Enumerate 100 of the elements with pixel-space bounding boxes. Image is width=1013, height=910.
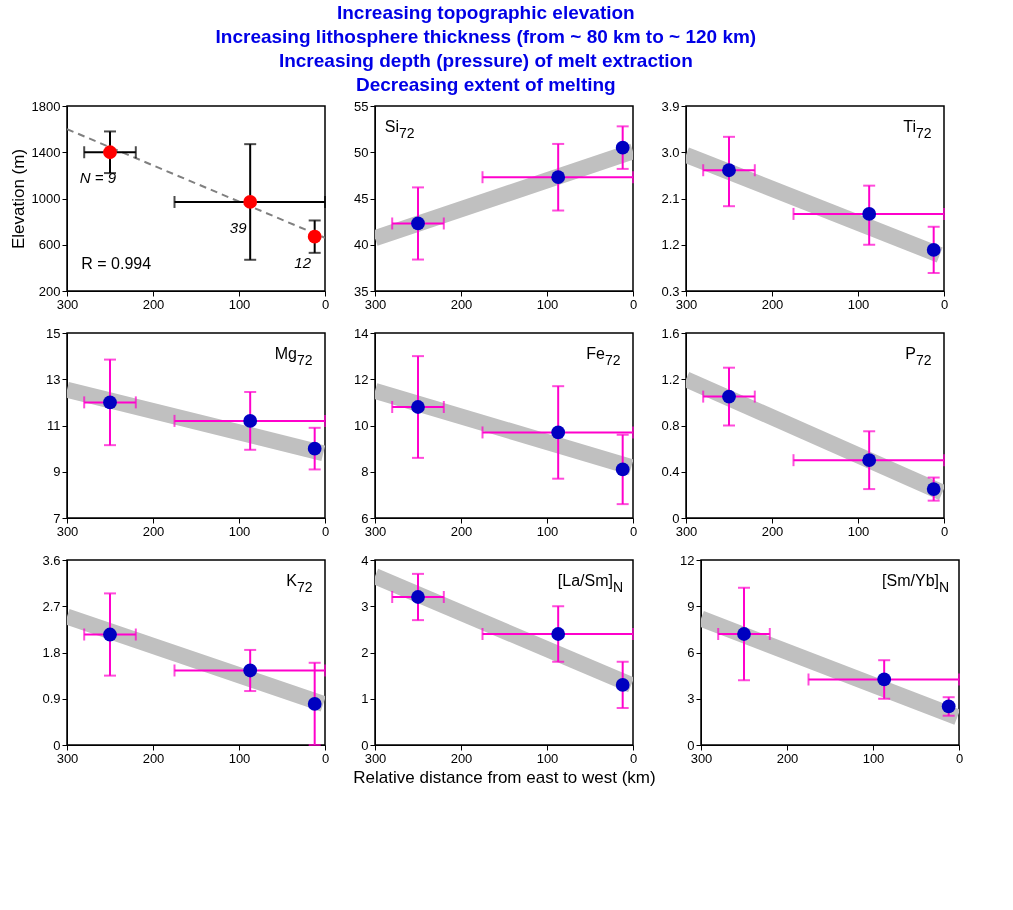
x-tick-label: 100 <box>536 523 559 539</box>
point <box>411 400 425 414</box>
y-tick-label: 1.8 <box>42 645 61 660</box>
x-tick-label: 0 <box>321 750 330 766</box>
x-tick-label: 200 <box>142 296 165 312</box>
y-tick-label: 0 <box>687 737 695 753</box>
point <box>243 663 258 678</box>
y-tick-label: 1.2 <box>661 371 680 387</box>
y-tick-label: 9 <box>687 598 695 614</box>
x-tick-label: 200 <box>761 523 784 539</box>
y-tick-label: 0 <box>361 737 369 753</box>
point <box>926 482 941 496</box>
point <box>103 395 117 410</box>
y-tick-label: 1400 <box>31 144 61 160</box>
point <box>551 627 566 641</box>
y-tick-label: 50 <box>354 144 369 160</box>
y-tick-label: 40 <box>354 237 369 253</box>
point <box>551 425 566 440</box>
x-tick-label: 300 <box>690 750 713 766</box>
point <box>307 229 322 244</box>
point <box>877 672 892 687</box>
x-tick-label: 100 <box>847 296 870 312</box>
point <box>722 163 736 178</box>
text: Increasing topographic elevation Increasing lithosphere thickness (from ~ 80 km to ~ 120 km) Increasing depth (pressure) of melt extraction Decreasing extent of melting <box>215 2 757 96</box>
x-tick-label: 200 <box>142 750 165 766</box>
y-tick-label: 3 <box>361 598 369 614</box>
y-tick-label: 35 <box>354 283 369 299</box>
y-tick-label: 0.4 <box>661 464 680 480</box>
x-tick-label: 100 <box>536 296 559 312</box>
x-tick-label: 200 <box>776 750 799 766</box>
point <box>307 697 322 711</box>
x-tick-label: 100 <box>862 750 885 766</box>
x-tick-label: 300 <box>56 750 79 766</box>
x-tick-label: 0 <box>955 750 964 766</box>
x-tick-label: 100 <box>228 750 251 766</box>
x-tick-label: 100 <box>228 523 251 539</box>
x-tick-label: 0 <box>629 750 638 766</box>
x-tick-label: 300 <box>364 523 387 539</box>
x-tick-label: 0 <box>940 296 949 312</box>
point <box>243 414 258 428</box>
y-tick-label: 2.1 <box>661 191 680 206</box>
y-tick-label: 0.8 <box>661 418 680 433</box>
point <box>243 195 258 209</box>
point <box>307 441 322 456</box>
y-tick-label: 14 <box>354 325 369 341</box>
y-tick-label: 6 <box>361 510 369 526</box>
annotation: N = 9 <box>79 169 117 187</box>
point <box>411 216 425 231</box>
y-tick-label: 12 <box>354 371 369 387</box>
x-tick-label: 300 <box>364 750 387 766</box>
x-tick-label: 200 <box>142 523 165 539</box>
x-tick-label: 0 <box>321 296 330 312</box>
y-tick-label: 0 <box>672 510 680 526</box>
y-tick-label: 1000 <box>31 191 61 206</box>
x-axis-title: Relative distance from east to west (km) <box>353 767 656 787</box>
y-tick-label: 1800 <box>31 98 61 114</box>
x-tick-label: 200 <box>761 296 784 312</box>
y-tick-label: 4 <box>361 552 369 568</box>
point <box>551 170 566 185</box>
y-tick-label: 13 <box>46 371 61 387</box>
y-tick-label: 0 <box>53 737 61 753</box>
y-tick-label: 11 <box>47 418 61 433</box>
y-tick-label: 55 <box>354 98 369 114</box>
annotation: 12 <box>294 253 312 271</box>
annotation: 39 <box>229 218 248 236</box>
x-tick-label: 300 <box>675 523 698 539</box>
point <box>862 453 877 468</box>
y-tick-label: 6 <box>687 645 695 660</box>
y-tick-label: 3.0 <box>661 144 680 160</box>
y-tick-label: 2 <box>361 645 369 660</box>
point <box>103 145 117 160</box>
y-tick-label: 200 <box>38 283 61 299</box>
point <box>722 389 736 404</box>
point <box>862 207 877 221</box>
y-tick-label: 2.7 <box>42 598 61 614</box>
y-tick-label: 10 <box>354 418 369 433</box>
x-tick-label: 300 <box>364 296 387 312</box>
point <box>926 243 941 257</box>
y-tick-label: 3 <box>687 691 695 707</box>
y-tick-label: 600 <box>38 237 61 253</box>
y-tick-label: 0.9 <box>42 691 61 707</box>
y-tick-label: 1.2 <box>661 237 680 253</box>
point <box>411 590 425 604</box>
y-axis-title: Elevation (m) <box>8 148 28 250</box>
annotation: R = 0.994 <box>81 255 152 272</box>
x-tick-label: 100 <box>228 296 251 312</box>
x-tick-label: 0 <box>940 523 949 539</box>
y-tick-label: 1.6 <box>661 325 680 341</box>
x-tick-label: 200 <box>450 296 473 312</box>
x-tick-label: 100 <box>847 523 870 539</box>
y-tick-label: 3.9 <box>661 98 680 114</box>
point <box>615 462 630 477</box>
x-tick-label: 200 <box>450 750 473 766</box>
x-tick-label: 100 <box>536 750 559 766</box>
x-tick-label: 300 <box>56 523 79 539</box>
y-tick-label: 12 <box>680 552 695 568</box>
point <box>103 627 117 642</box>
x-tick-label: 0 <box>629 523 638 539</box>
x-tick-label: 0 <box>629 296 638 312</box>
y-tick-label: 3.6 <box>42 552 61 568</box>
